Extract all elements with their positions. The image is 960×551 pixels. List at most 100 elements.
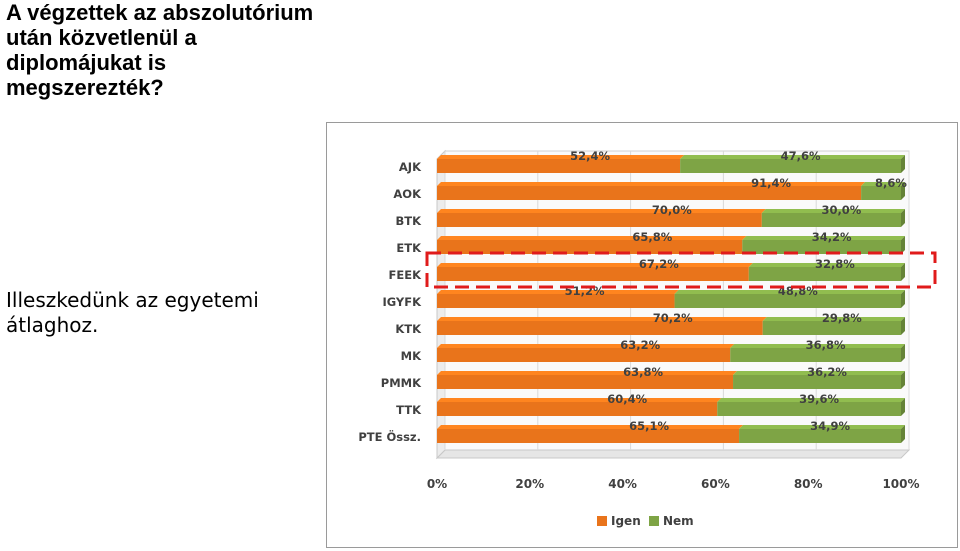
chart-frame: 0% 20% 40% 60% 80% 100% AJK 52,4% 47,6% AOK 91,4% 8…: [326, 122, 958, 548]
bar-top: [748, 263, 905, 267]
bar-top: [674, 290, 905, 294]
data-label-igen: 70,0%: [652, 203, 692, 217]
bar-top: [680, 155, 905, 159]
bar-igen: [437, 402, 718, 416]
bar-nem: [762, 321, 901, 335]
data-label-igen: 60,4%: [607, 392, 647, 406]
slide-title: A végzettek az abszolutórium után közvet…: [6, 0, 326, 100]
bar-end: [901, 209, 905, 227]
bar-end: [901, 182, 905, 200]
bar-top: [437, 317, 767, 321]
bar-top: [437, 344, 735, 348]
bar-nem: [739, 429, 901, 443]
bar-top: [717, 398, 905, 402]
bar-igen: [437, 429, 740, 443]
data-label-nem: 48,8%: [778, 284, 818, 298]
data-label-igen: 63,2%: [620, 338, 660, 352]
category-label: BTK: [395, 214, 422, 228]
bar-end: [901, 425, 905, 443]
bar-top: [437, 371, 738, 375]
legend-label-nem: Nem: [663, 514, 694, 528]
bar-top: [733, 371, 905, 375]
data-label-igen: 63,8%: [623, 365, 663, 379]
bar-nem: [748, 267, 901, 281]
category-label: FEEK: [389, 268, 423, 282]
bar-top: [437, 290, 679, 294]
category-label: KTK: [395, 322, 422, 336]
bar-nem: [861, 186, 901, 200]
bar-end: [901, 317, 905, 335]
data-label-nem: 32,8%: [815, 257, 855, 271]
bar-igen: [437, 375, 734, 389]
bar-igen: [437, 267, 749, 281]
bar-igen: [437, 213, 762, 227]
bar-end: [901, 290, 905, 308]
bars-layer: [437, 155, 905, 443]
legend-label-igen: Igen: [611, 514, 641, 528]
data-label-igen: 65,1%: [629, 419, 669, 433]
bar-top: [437, 236, 747, 240]
category-label: PMMK: [381, 376, 422, 390]
highlight-box: [425, 251, 937, 289]
bar-nem: [742, 240, 901, 254]
category-label: MK: [401, 349, 422, 363]
stacked-bar-chart: 0% 20% 40% 60% 80% 100% AJK 52,4% 47,6% AOK 91,4% 8…: [358, 149, 937, 528]
data-label-igen: 67,2%: [639, 257, 679, 271]
bar-end: [901, 344, 905, 362]
bar-nem: [674, 294, 901, 308]
category-label: PTE Össz.: [358, 429, 421, 444]
bar-top: [437, 263, 753, 267]
category-label: IGYFK: [382, 295, 422, 309]
bar-igen: [437, 348, 731, 362]
bar-top: [742, 236, 905, 240]
data-label-nem: 34,9%: [810, 419, 850, 433]
title-line: után közvetlenül a: [6, 25, 197, 50]
data-label-igen: 70,2%: [653, 311, 693, 325]
legend-swatch-igen: [597, 516, 607, 526]
data-label-igen: 91,4%: [751, 176, 791, 190]
category-label: TTK: [396, 403, 422, 417]
x-tick-label: 0%: [427, 477, 447, 491]
title-line: megszerezték?: [6, 75, 164, 100]
note-line: Illeszkedünk az egyetemi: [6, 288, 259, 312]
bar-top: [437, 155, 685, 159]
title-line: A végzettek az abszolutórium: [6, 0, 314, 25]
data-label-nem: 8,6%: [875, 176, 907, 190]
bar-nem: [717, 402, 901, 416]
data-label-nem: 34,2%: [812, 230, 852, 244]
note-line: átlaghoz.: [6, 313, 99, 337]
bar-end: [901, 155, 905, 173]
bar-top: [437, 182, 866, 186]
bar-igen: [437, 240, 743, 254]
bar-nem: [730, 348, 901, 362]
bar-top: [761, 209, 905, 213]
category-label: AOK: [393, 187, 422, 201]
data-label-nem: 47,6%: [781, 149, 821, 163]
bar-nem: [680, 159, 901, 173]
data-label-igen: 52,4%: [570, 149, 610, 163]
slide-note: Illeszkedünk az egyetemi átlaghoz.: [6, 288, 326, 338]
bar-top: [762, 317, 905, 321]
data-label-nem: 36,8%: [806, 338, 846, 352]
bar-end: [901, 263, 905, 281]
bar-nem: [761, 213, 901, 227]
x-tick-label: 20%: [515, 477, 544, 491]
bar-igen: [437, 294, 675, 308]
bar-end: [901, 236, 905, 254]
data-label-nem: 39,6%: [799, 392, 839, 406]
bar-igen: [437, 186, 862, 200]
bar-top: [739, 425, 905, 429]
bar-nem: [733, 375, 901, 389]
data-label-nem: 36,2%: [807, 365, 847, 379]
bar-top: [730, 344, 905, 348]
data-label-nem: 30,0%: [821, 203, 861, 217]
title-line: diplomájukat is: [6, 50, 167, 75]
x-tick-label: 40%: [608, 477, 637, 491]
bar-top: [437, 209, 766, 213]
bar-igen: [437, 159, 681, 173]
legend-swatch-nem: [649, 516, 659, 526]
x-tick-label: 60%: [701, 477, 730, 491]
bar-top: [437, 398, 722, 402]
bar-end: [901, 371, 905, 389]
bar-top: [437, 425, 744, 429]
